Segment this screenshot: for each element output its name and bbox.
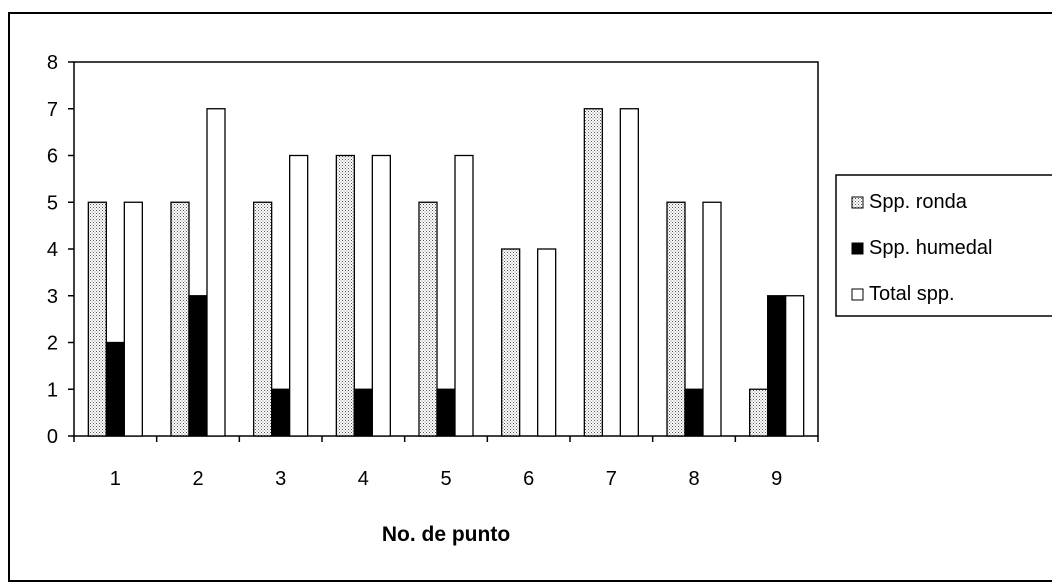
bar-spp-ronda-8 xyxy=(666,201,686,437)
bar-spp-ronda-5 xyxy=(418,201,438,437)
legend-label: Spp. ronda xyxy=(869,191,968,213)
x-tick-label: 9 xyxy=(771,468,782,490)
y-tick-label: 8 xyxy=(47,52,58,74)
bar-spp-humedal-4 xyxy=(353,388,373,437)
bar-spp-ronda-6 xyxy=(501,248,521,437)
bar-spp-ronda-7 xyxy=(583,108,603,437)
bar-spp-humedal-1 xyxy=(105,341,125,437)
x-tick-label: 8 xyxy=(688,468,699,490)
y-tick-label: 0 xyxy=(47,426,58,448)
bar-spp-humedal-3 xyxy=(271,388,291,437)
bar-spp-ronda-4 xyxy=(335,154,355,437)
x-tick-label: 5 xyxy=(440,468,451,490)
x-tick-label: 2 xyxy=(192,468,203,490)
legend-swatch xyxy=(851,288,864,301)
bar-spp-humedal-9 xyxy=(767,295,787,437)
y-tick-label: 7 xyxy=(47,99,58,121)
bar-spp-ronda-2 xyxy=(170,201,190,437)
legend-swatch xyxy=(851,242,864,255)
legend: Spp. ronda Spp. humedal Total spp. xyxy=(835,174,1052,317)
x-tick-label: 1 xyxy=(110,468,121,490)
y-tick-label: 5 xyxy=(47,192,58,214)
bar-total-spp--7 xyxy=(619,108,639,437)
x-axis-title: No. de punto xyxy=(382,523,510,546)
y-tick-label: 2 xyxy=(47,333,58,355)
bar-total-spp--9 xyxy=(785,295,805,437)
y-tick-label: 4 xyxy=(47,239,58,261)
y-tick-label: 3 xyxy=(47,286,58,308)
x-tick-label: 6 xyxy=(523,468,534,490)
y-tick-label: 1 xyxy=(47,379,58,401)
bar-total-spp--5 xyxy=(454,154,474,437)
bar-total-spp--8 xyxy=(702,201,722,437)
x-tick-label: 3 xyxy=(275,468,286,490)
legend-box xyxy=(835,174,1052,317)
legend-label: Total spp. xyxy=(869,283,955,305)
bar-spp-humedal-8 xyxy=(684,388,704,437)
bar-spp-humedal-5 xyxy=(436,388,456,437)
bars-layer xyxy=(87,108,805,437)
y-tick-label: 6 xyxy=(47,146,58,168)
bar-spp-ronda-1 xyxy=(87,201,107,437)
bar-spp-ronda-3 xyxy=(253,201,273,437)
bar-total-spp--3 xyxy=(289,154,309,437)
bar-total-spp--4 xyxy=(371,154,391,437)
x-axis: 1 2 3 4 5 6 7 8 9 xyxy=(73,436,819,490)
y-axis: 0 1 2 3 4 5 6 7 8 xyxy=(47,52,74,448)
legend-swatch xyxy=(851,196,864,209)
bar-total-spp--2 xyxy=(206,108,226,437)
bar-total-spp--1 xyxy=(123,201,143,437)
bar-spp-ronda-9 xyxy=(749,388,769,437)
x-tick-label: 7 xyxy=(606,468,617,490)
bar-spp-humedal-2 xyxy=(188,295,208,437)
bar-total-spp--6 xyxy=(537,248,557,437)
legend-label: Spp. humedal xyxy=(869,237,992,259)
x-tick-label: 4 xyxy=(358,468,369,490)
